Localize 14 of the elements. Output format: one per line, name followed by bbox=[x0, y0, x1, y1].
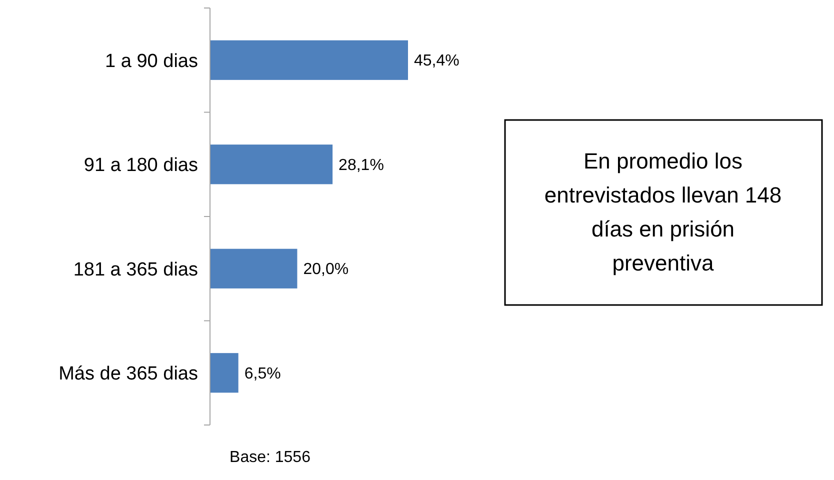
data-label: 6,5% bbox=[244, 365, 281, 382]
bar bbox=[210, 144, 333, 184]
y-tick-label: 1 a 90 dias bbox=[105, 50, 198, 72]
data-label: 20,0% bbox=[303, 261, 349, 278]
text: En promedio los entrevistados llevan 148 días en prisión preventiva bbox=[544, 148, 782, 276]
y-tick-label: Más de 365 dias bbox=[58, 364, 198, 385]
bar bbox=[210, 40, 408, 80]
data-label: 28,1% bbox=[338, 156, 384, 174]
data-label: 45,4% bbox=[414, 52, 460, 70]
text: Base: 1556 bbox=[230, 449, 311, 466]
y-tick-label: 91 a 180 dias bbox=[84, 155, 198, 176]
bar bbox=[210, 353, 238, 393]
y-tick-label: 181 a 365 dias bbox=[73, 259, 198, 280]
bar bbox=[210, 248, 298, 288]
